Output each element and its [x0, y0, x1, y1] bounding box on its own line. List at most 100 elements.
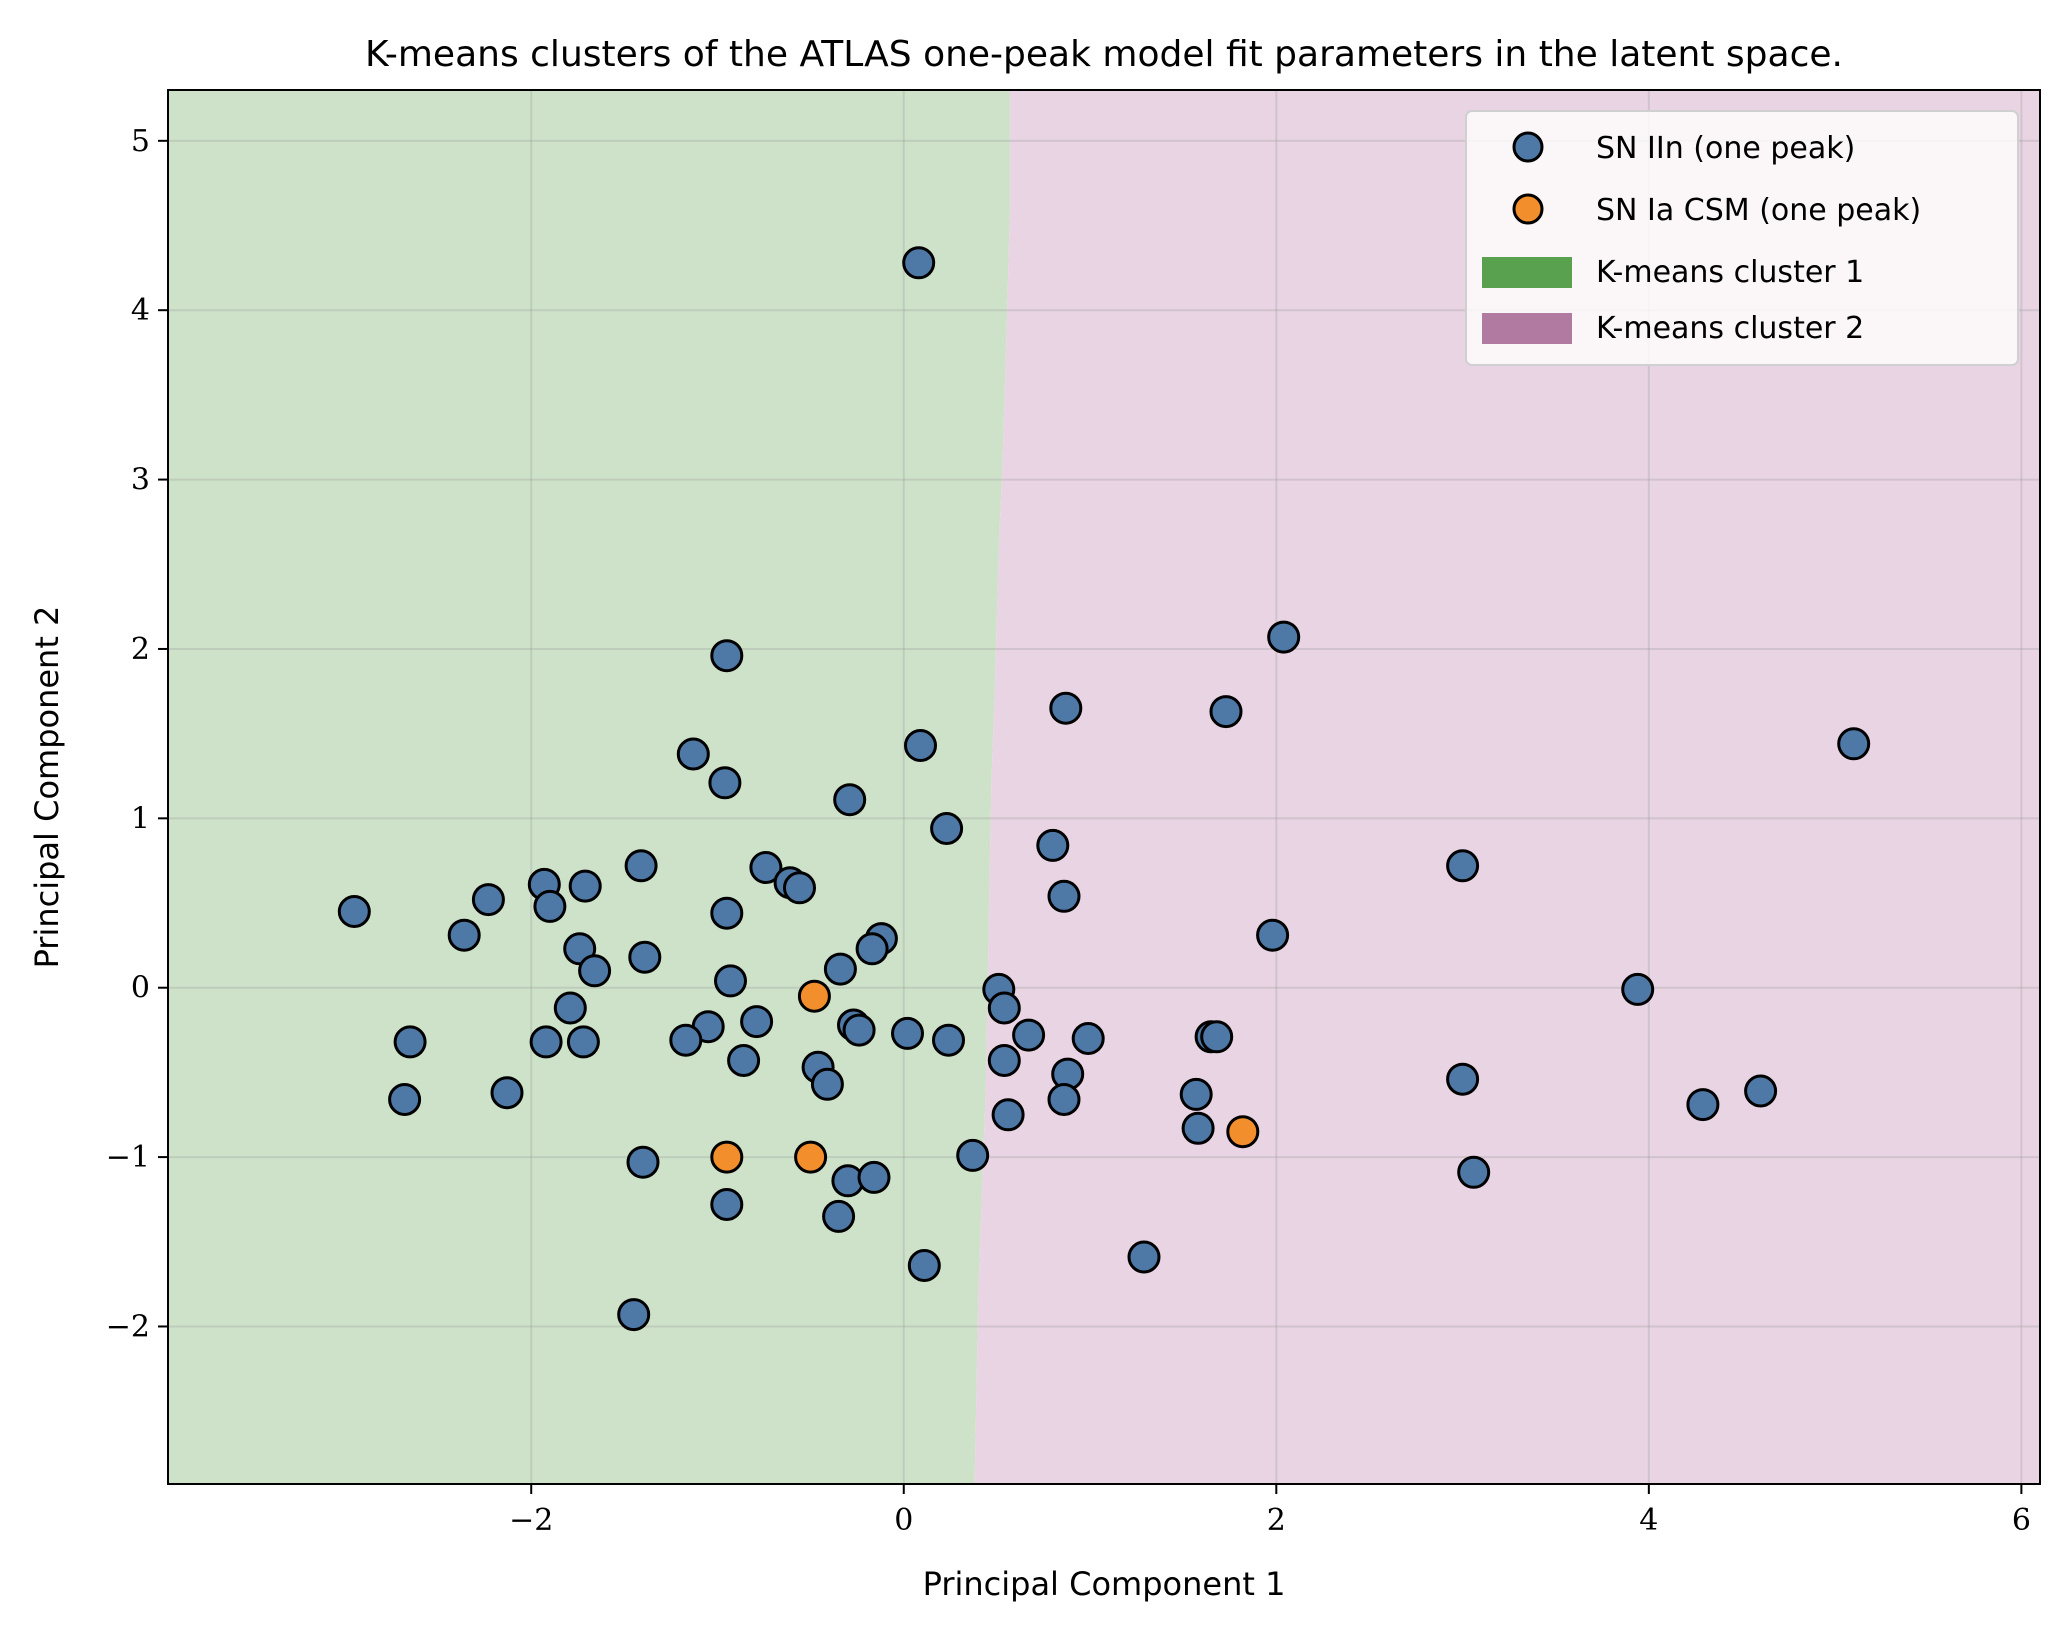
data-point-sn-iin: [1446, 1062, 1480, 1096]
data-point-sn-iin: [578, 954, 612, 988]
x-tick-label: 6: [2012, 1503, 2031, 1538]
data-point-sn-iin: [388, 1083, 422, 1116]
data-point-sn-iin: [1127, 1240, 1161, 1274]
data-point-sn-iin: [393, 1025, 427, 1059]
data-point-sn-iin: [568, 869, 602, 903]
data-point-sn-iin: [337, 895, 371, 928]
y-tick-label: 0: [131, 971, 150, 1006]
data-point-sn-iin: [1049, 691, 1083, 725]
data-point-sn-iin: [1012, 1018, 1046, 1052]
legend-label-cluster-2: K-means cluster 2: [1596, 311, 1864, 346]
data-point-sn-iin: [447, 918, 481, 952]
y-tick-label: −2: [106, 1309, 150, 1344]
legend-marker-sn-ia-csm: [1512, 193, 1544, 225]
data-point-sn-iin: [708, 766, 742, 800]
legend-patch-cluster-2: [1482, 313, 1572, 344]
data-point-sn-iin: [490, 1076, 524, 1110]
data-point-sn-iin: [833, 783, 867, 817]
data-point-sn-iin: [1179, 1077, 1213, 1111]
data-point-sn-iin: [1071, 1022, 1105, 1055]
data-point-sn-iin: [676, 737, 710, 771]
data-point-sn-iin: [956, 1138, 990, 1172]
data-point-sn-iin: [1209, 695, 1243, 729]
y-tick-label: −1: [106, 1140, 150, 1175]
data-point-sn-iin: [617, 1298, 651, 1332]
data-point-sn-iin: [987, 991, 1021, 1025]
data-point-sn-iin: [714, 964, 747, 998]
data-point-sn-iin: [1267, 620, 1301, 654]
data-point-sn-iin: [740, 1005, 774, 1039]
data-point-sn-iin: [842, 1013, 876, 1047]
data-point-sn-iin: [904, 729, 937, 762]
cluster-1-region: [168, 90, 1010, 1484]
data-point-sn-iin: [710, 896, 744, 930]
data-point-sn-iin: [553, 991, 587, 1025]
y-axis-title: Principal Component 2: [28, 606, 66, 969]
data-point-sn-iin: [1686, 1088, 1720, 1122]
x-tick-label: 4: [1639, 1503, 1658, 1538]
data-point-sn-iin: [932, 1023, 965, 1057]
data-point-sn-iin: [1744, 1074, 1778, 1108]
legend: SN IIn (one peak) SN Ia CSM (one peak) K…: [1465, 110, 2019, 366]
x-axis-title: Principal Component 1: [923, 1565, 1286, 1603]
legend-label-sn-ia-csm: SN Ia CSM (one peak): [1596, 193, 1921, 228]
data-point-sn-ia-csm: [710, 1140, 744, 1174]
y-tick-label: 4: [131, 293, 150, 328]
data-point-sn-iin: [471, 883, 505, 917]
data-point-sn-iin: [710, 1188, 744, 1221]
plot-frame: [167, 89, 2041, 1485]
legend-marker-sn-iin: [1512, 131, 1544, 163]
data-point-sn-iin: [1837, 727, 1871, 761]
data-point-sn-iin: [857, 1160, 891, 1194]
x-tick-label: −2: [509, 1503, 553, 1538]
data-point-sn-iin: [783, 871, 816, 905]
data-point-sn-iin: [855, 932, 889, 966]
data-point-sn-iin: [1200, 1020, 1234, 1054]
data-point-sn-iin: [566, 1025, 600, 1059]
data-point-sn-iin: [1047, 879, 1081, 913]
data-point-sn-iin: [624, 849, 658, 883]
y-tick-label: 2: [131, 632, 150, 667]
data-point-sn-iin: [533, 889, 567, 923]
points-layer: [337, 246, 1871, 1332]
data-point-sn-iin: [626, 1145, 660, 1179]
legend-label-cluster-1: K-means cluster 1: [1596, 255, 1864, 290]
data-point-sn-iin: [930, 812, 964, 845]
data-point-sn-iin: [529, 1025, 563, 1059]
data-point-sn-iin: [1621, 972, 1655, 1006]
chart-title: K-means clusters of the ATLAS one-peak m…: [365, 34, 1843, 75]
data-point-sn-iin: [669, 1023, 703, 1057]
data-point-sn-iin: [907, 1249, 941, 1282]
x-tick-label: 2: [1267, 1503, 1286, 1538]
data-point-sn-iin: [628, 940, 662, 974]
data-point-sn-iin: [822, 1199, 856, 1233]
data-point-sn-iin: [987, 1044, 1021, 1077]
legend-label-sn-iin: SN IIn (one peak): [1596, 131, 1855, 166]
x-axis-ticks: −2 0 2 4 6: [509, 1484, 2031, 1538]
data-point-sn-iin: [991, 1098, 1025, 1132]
y-axis-ticks: −2 −1 0 1 2 3 4 5: [106, 124, 168, 1344]
legend-box: [1465, 110, 2019, 366]
data-point-sn-iin: [891, 1016, 924, 1050]
y-tick-label: 1: [131, 801, 150, 836]
legend-patch-cluster-1: [1482, 257, 1572, 288]
data-point-sn-iin: [749, 851, 783, 884]
data-point-sn-ia-csm: [1226, 1115, 1260, 1149]
data-point-sn-iin: [1047, 1083, 1081, 1116]
data-point-sn-iin: [727, 1044, 761, 1077]
data-point-sn-iin: [1181, 1111, 1215, 1145]
data-point-sn-iin: [1036, 828, 1070, 862]
data-point-sn-iin: [902, 246, 936, 280]
data-point-sn-iin: [1446, 849, 1480, 883]
data-point-sn-iin: [810, 1067, 844, 1101]
data-point-sn-iin: [1256, 918, 1290, 952]
data-point-sn-iin: [710, 639, 744, 673]
data-point-sn-ia-csm: [794, 1140, 828, 1174]
y-tick-label: 5: [131, 124, 150, 159]
x-tick-label: 0: [894, 1503, 913, 1538]
data-point-sn-iin: [823, 952, 857, 986]
y-tick-label: 3: [131, 463, 150, 498]
data-point-sn-ia-csm: [797, 979, 831, 1013]
data-point-sn-iin: [1457, 1155, 1491, 1189]
